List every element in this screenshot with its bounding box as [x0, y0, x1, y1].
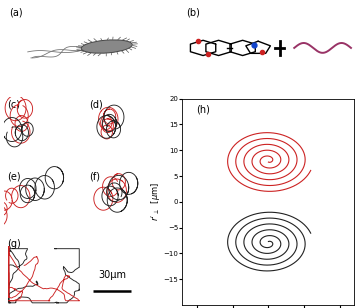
Text: (h): (h)	[196, 105, 210, 115]
Text: (a): (a)	[9, 8, 22, 18]
Ellipse shape	[81, 40, 132, 53]
Text: (c): (c)	[7, 100, 20, 110]
Text: (g): (g)	[7, 239, 21, 249]
Y-axis label: $r'_\perp$  [$\mu$m]: $r'_\perp$ [$\mu$m]	[149, 182, 162, 221]
Text: (d): (d)	[90, 100, 103, 110]
Text: 30μm: 30μm	[98, 270, 126, 280]
Text: (b): (b)	[186, 8, 200, 18]
Text: (e): (e)	[7, 172, 21, 182]
Text: (f): (f)	[90, 172, 101, 182]
